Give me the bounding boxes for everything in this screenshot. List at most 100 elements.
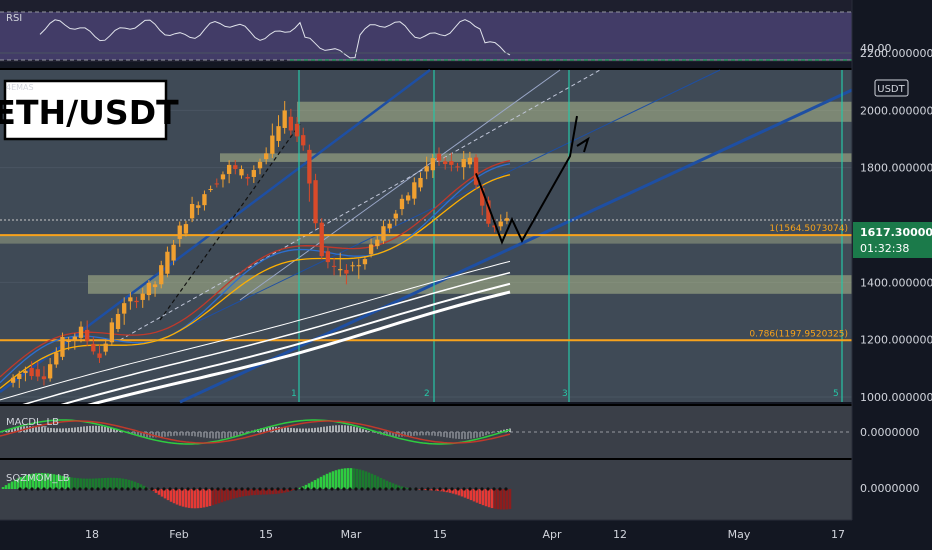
sqz-dot [48,487,52,491]
candle-body [504,218,510,221]
sqz-dot [120,487,124,491]
sqz-dot [234,487,238,491]
sqz-dot [498,487,502,491]
sqz-dot [150,487,154,491]
sqz-dot [42,487,46,491]
chart-title: ETH/USDT [0,93,179,132]
time-tick-label: 17 [831,528,845,541]
candle-body [257,161,263,169]
sqz-dot [240,487,244,491]
candle-body [41,376,47,380]
candle-body [226,164,232,174]
candle-body [288,116,294,131]
sqz-dot [504,487,508,491]
candle-body [387,223,392,229]
candle-body [313,180,318,224]
sqz-dot [330,487,334,491]
sqz-dot [204,487,208,491]
sqz-dot [312,487,316,491]
sqz-dot [366,487,370,491]
candle-body [436,153,442,161]
sqz-dot [414,487,418,491]
candle-body [35,369,40,377]
sqz-dot [108,487,112,491]
time-tick-label: Mar [341,528,362,541]
candle-body [177,225,182,239]
sqz-dot [30,487,34,491]
sqz-dot [144,487,148,491]
sqz-dot [420,487,424,491]
candle-body [356,265,361,267]
sqz-dot [438,487,442,491]
sqz-dot [276,487,280,491]
trend-dashed-line [159,123,301,321]
candle-body [381,226,386,241]
sqz-dot [390,487,394,491]
candle-body [405,195,411,201]
sqz-dot [264,487,268,491]
candle-body [344,269,349,274]
candle-body [467,157,473,165]
current-price-label: 1617.3000000 [860,226,932,239]
candle-body [134,300,139,303]
resistance-zones [0,101,852,294]
rsi-level-label: 40.00 [860,42,892,55]
sqz-dot [486,487,490,491]
cycle-mark-1: 1 [291,389,297,399]
candle-body [115,314,121,329]
candle-body [233,165,238,169]
sqz-dot [162,487,166,491]
candle-body [103,343,108,352]
candle-body [498,221,503,227]
ema-line [0,282,511,424]
channel-lower-line [179,88,853,404]
candle-body [294,123,300,137]
candlesticks [10,101,510,388]
candle-body [152,284,158,288]
channel-thin-line [239,69,561,301]
price-tick-label: 1000.0000000 [860,391,932,404]
macd-signal-line [0,420,511,444]
time-axis[interactable]: 18 Feb 15 Mar 15 Apr 12 May 17 [0,519,932,550]
price-tick-label: 1200.0000000 [860,334,932,347]
time-tick-label: May [728,528,751,541]
cycle-mark-2: 2 [424,389,430,399]
sqz-dot [84,487,88,491]
sqz-dot [318,487,322,491]
sqz-dot [60,487,64,491]
candle-body [85,329,90,341]
candle-body [443,161,448,165]
candle-body [331,265,337,267]
sqz-dot [468,487,472,491]
sqz-dot [432,487,436,491]
candle-body [17,373,22,380]
time-tick-label: 15 [259,528,273,541]
candle-body [208,189,213,191]
candle-body [146,282,152,296]
channel-dashed-line [119,69,601,341]
sqz-dot [324,487,328,491]
sqz-dot [78,487,82,491]
candle-body [307,149,312,184]
title-box [3,79,168,141]
sqzmom-pane: SQZMOM_LB [0,458,932,520]
sqz-dot [114,487,118,491]
candle-body [122,303,127,314]
candle-body [78,326,84,338]
candle-body [393,213,398,219]
fib-level-1-label: 1(1564.5073074) [769,224,848,234]
time-tick-label: Feb [169,528,188,541]
sqz-dot [168,487,172,491]
sqz-dot [462,487,466,491]
price-axis[interactable]: 40.00 2200.0000000 2000.0000000 1800.00000… [851,0,932,520]
candle-body [189,204,195,219]
currency-badge[interactable] [874,79,909,97]
sqz-dot [54,487,58,491]
candle-body [60,336,65,357]
sqz-dot [450,487,454,491]
candle-body [214,183,219,185]
candle-body [362,259,368,265]
sqz-dot [402,487,406,491]
sqz-dot [18,487,22,491]
